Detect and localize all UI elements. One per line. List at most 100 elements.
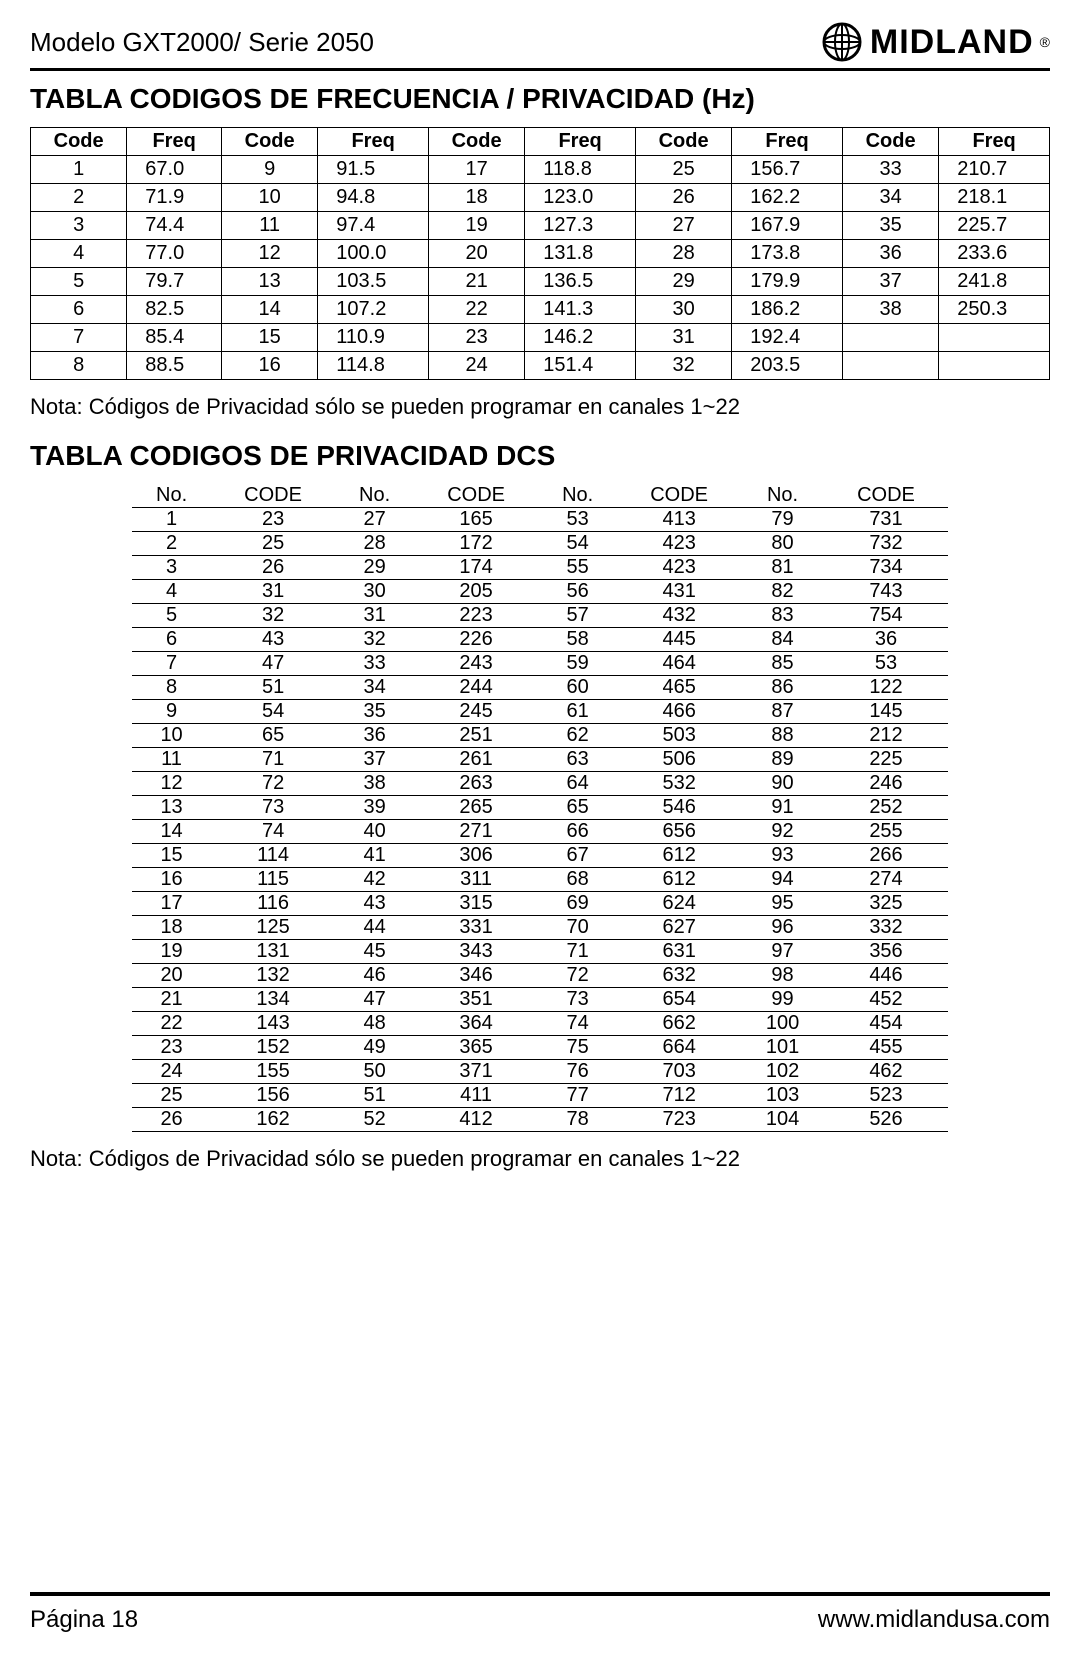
- code-cell: 20: [428, 240, 524, 268]
- code-cell: 346: [414, 964, 538, 988]
- no-cell: 30: [335, 580, 414, 604]
- page-footer: Página 18 www.midlandusa.com: [30, 1592, 1050, 1634]
- table-row: 17116433156962495325: [132, 892, 948, 916]
- code-cell: 506: [617, 748, 741, 772]
- freq-cell: 79.7: [127, 268, 222, 296]
- table-row: 225281725442380732: [132, 532, 948, 556]
- freq-header-cell: Freq: [127, 128, 222, 156]
- table-row: 21134473517365499452: [132, 988, 948, 1012]
- dcs-header-cell: No.: [741, 484, 824, 508]
- section1-note: Nota: Códigos de Privacidad sólo se pued…: [30, 394, 1050, 420]
- freq-header-cell: Code: [635, 128, 731, 156]
- no-cell: 17: [132, 892, 211, 916]
- code-cell: 464: [617, 652, 741, 676]
- no-cell: 49: [335, 1036, 414, 1060]
- table-row: 20132463467263298446: [132, 964, 948, 988]
- code-cell: 664: [617, 1036, 741, 1060]
- code-cell: 162: [211, 1108, 335, 1132]
- code-cell: 612: [617, 868, 741, 892]
- code-cell: 145: [824, 700, 948, 724]
- code-cell: 212: [824, 724, 948, 748]
- freq-cell: 74.4: [127, 212, 222, 240]
- no-cell: 82: [741, 580, 824, 604]
- no-cell: 60: [538, 676, 617, 700]
- code-cell: 662: [617, 1012, 741, 1036]
- freq-header-cell: Code: [222, 128, 318, 156]
- brand-registered: ®: [1040, 34, 1050, 50]
- dcs-header-cell: CODE: [824, 484, 948, 508]
- code-cell: 143: [211, 1012, 335, 1036]
- table-row: 271.91094.818123.026162.234218.1: [31, 184, 1050, 212]
- no-cell: 76: [538, 1060, 617, 1084]
- code-cell: 8: [31, 352, 127, 380]
- code-cell: 612: [617, 844, 741, 868]
- table-row: 579.713103.521136.529179.937241.8: [31, 268, 1050, 296]
- code-cell: 423: [617, 532, 741, 556]
- freq-cell: 118.8: [525, 156, 636, 184]
- code-cell: 454: [824, 1012, 948, 1036]
- page-header: Modelo GXT2000/ Serie 2050 MIDLAND ®: [30, 20, 1050, 71]
- freq-cell: 94.8: [318, 184, 429, 212]
- code-cell: 343: [414, 940, 538, 964]
- no-cell: 84: [741, 628, 824, 652]
- table-row: 1474402716665692255: [132, 820, 948, 844]
- freq-cell: 167.9: [732, 212, 843, 240]
- code-cell: 411: [414, 1084, 538, 1108]
- no-cell: 83: [741, 604, 824, 628]
- code-cell: 34: [842, 184, 938, 212]
- table-row: 221434836474662100454: [132, 1012, 948, 1036]
- no-cell: 101: [741, 1036, 824, 1060]
- freq-cell: 88.5: [127, 352, 222, 380]
- code-cell: 3: [31, 212, 127, 240]
- no-cell: 103: [741, 1084, 824, 1108]
- freq-cell: 131.8: [525, 240, 636, 268]
- code-cell: 23: [428, 324, 524, 352]
- table-row: 954352456146687145: [132, 700, 948, 724]
- no-cell: 68: [538, 868, 617, 892]
- freq-cell: 179.9: [732, 268, 843, 296]
- code-cell: 632: [617, 964, 741, 988]
- table-row: 19131453437163197356: [132, 940, 948, 964]
- code-cell: 364: [414, 1012, 538, 1036]
- freq-cell: [939, 352, 1050, 380]
- code-cell: 32: [211, 604, 335, 628]
- code-cell: 5: [31, 268, 127, 296]
- code-cell: 9: [222, 156, 318, 184]
- code-cell: 423: [617, 556, 741, 580]
- code-cell: 734: [824, 556, 948, 580]
- table-row: 477.012100.020131.828173.836233.6: [31, 240, 1050, 268]
- table-row: 231524936575664101455: [132, 1036, 948, 1060]
- table-row: 532312235743283754: [132, 604, 948, 628]
- table-row: 16115423116861294274: [132, 868, 948, 892]
- no-cell: 52: [335, 1108, 414, 1132]
- code-cell: 134: [211, 988, 335, 1012]
- code-cell: 656: [617, 820, 741, 844]
- freq-cell: 141.3: [525, 296, 636, 324]
- code-cell: 446: [824, 964, 948, 988]
- code-cell: 36: [842, 240, 938, 268]
- code-cell: 703: [617, 1060, 741, 1084]
- no-cell: 70: [538, 916, 617, 940]
- code-cell: 244: [414, 676, 538, 700]
- code-cell: 172: [414, 532, 538, 556]
- footer-url: www.midlandusa.com: [818, 1606, 1050, 1634]
- code-cell: 732: [824, 532, 948, 556]
- freq-header-cell: Code: [31, 128, 127, 156]
- code-cell: 432: [617, 604, 741, 628]
- section2-note: Nota: Códigos de Privacidad sólo se pued…: [30, 1146, 1050, 1172]
- no-cell: 47: [335, 988, 414, 1012]
- no-cell: 87: [741, 700, 824, 724]
- freq-cell: 77.0: [127, 240, 222, 268]
- no-cell: 3: [132, 556, 211, 580]
- code-cell: [842, 324, 938, 352]
- code-cell: 245: [414, 700, 538, 724]
- code-cell: 65: [211, 724, 335, 748]
- freq-cell: 103.5: [318, 268, 429, 296]
- code-cell: 19: [428, 212, 524, 240]
- code-cell: 22: [428, 296, 524, 324]
- freq-cell: 107.2: [318, 296, 429, 324]
- dcs-header-cell: CODE: [211, 484, 335, 508]
- code-cell: 532: [617, 772, 741, 796]
- freq-cell: 67.0: [127, 156, 222, 184]
- code-cell: 131: [211, 940, 335, 964]
